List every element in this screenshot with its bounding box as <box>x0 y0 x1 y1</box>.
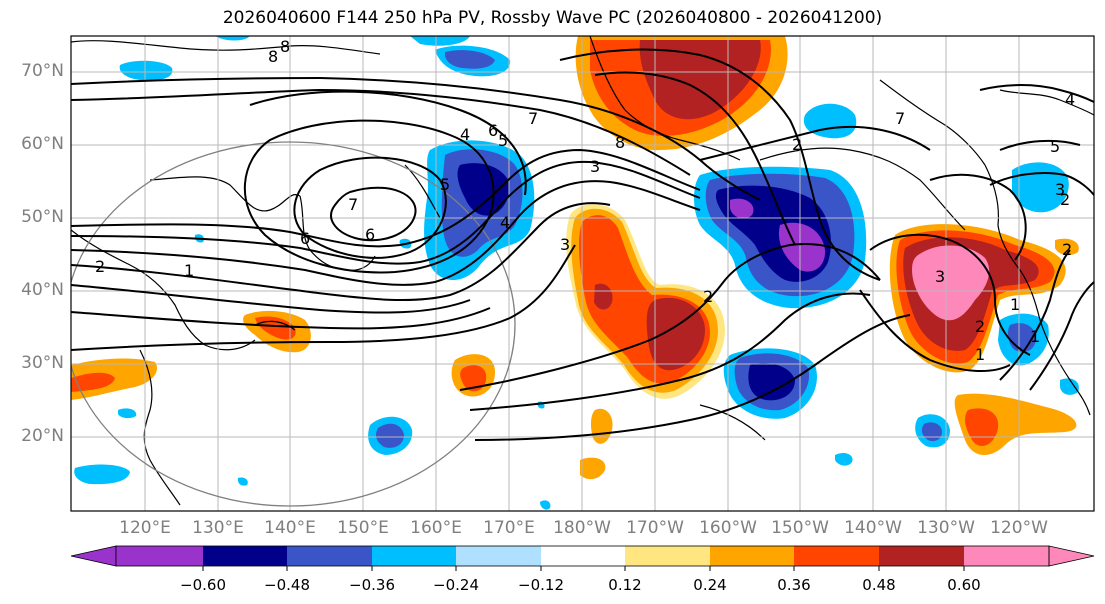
lon-label: 150°E <box>337 518 389 538</box>
colorbar-tick-label: −0.12 <box>518 576 564 594</box>
colorbar <box>70 545 1095 571</box>
contour-label: 5 <box>1050 137 1060 156</box>
lon-label: 120°E <box>119 518 171 538</box>
lat-label: 30°N <box>21 353 64 373</box>
contour-label: 7 <box>528 109 538 128</box>
negative-anomaly-field <box>74 36 1079 510</box>
contour-label: 1 <box>975 345 985 364</box>
contour-label: 5 <box>440 175 450 194</box>
contour-label: 2 <box>95 257 105 276</box>
contour-label: 8 <box>268 47 278 66</box>
lon-label: 130°W <box>917 518 975 538</box>
lat-label: 60°N <box>21 134 64 154</box>
contour-label: 4 <box>500 213 510 232</box>
lon-label: 170°E <box>483 518 535 538</box>
height-contours <box>71 48 1094 441</box>
contour-label: 8 <box>615 133 625 152</box>
contour-labels: 8 8 7 6 5 4 3 2 1 2 2 6 7 6 5 4 3 2 1 7 … <box>95 37 1075 364</box>
contour-label: 7 <box>895 109 905 128</box>
colorbar-tick-label: 0.60 <box>947 576 981 594</box>
colorbar-tick-label: −0.24 <box>433 576 479 594</box>
contour-label: 2 <box>703 287 713 306</box>
colorbar-segment <box>625 546 710 566</box>
contour-label: 6 <box>488 121 498 140</box>
contour-label: 8 <box>280 37 290 56</box>
contour-label: 2 <box>1062 240 1072 259</box>
colorbar-segment <box>794 546 879 566</box>
colorbar-segment <box>541 546 625 566</box>
lon-label: 160°E <box>410 518 462 538</box>
contour-label: 4 <box>460 125 470 144</box>
colorbar-extend-high <box>1048 545 1095 567</box>
contour-label: 4 <box>1065 90 1075 109</box>
contour-label: 3 <box>1055 180 1065 199</box>
lat-label: 20°N <box>21 426 64 446</box>
lon-label: 160°W <box>699 518 757 538</box>
lon-label: 170°W <box>626 518 684 538</box>
colorbar-segment <box>116 546 203 566</box>
colorbar-segment <box>964 546 1049 566</box>
contour-label: 1 <box>1010 295 1020 314</box>
map-title: 2026040600 F144 250 hPa PV, Rossby Wave … <box>222 8 883 28</box>
colorbar-tick-label: 0.48 <box>862 576 896 594</box>
colorbar-segment <box>710 546 794 566</box>
lat-label: 70°N <box>21 61 64 81</box>
contour-label: 6 <box>365 225 375 244</box>
colorbar-segment <box>203 546 287 566</box>
contour-label: 3 <box>560 235 570 254</box>
colorbar-segment <box>372 546 456 566</box>
colorbar-segment <box>287 546 372 566</box>
contour-label: 2 <box>792 135 802 154</box>
lat-label: 50°N <box>21 207 64 227</box>
lon-label: 150°W <box>771 518 829 538</box>
contour-label: 1 <box>1030 327 1040 346</box>
lat-label: 40°N <box>21 280 64 300</box>
colorbar-segment <box>456 546 541 566</box>
colorbar-extend-low <box>70 545 117 567</box>
contour-label: 2 <box>1060 190 1070 209</box>
lon-label: 140°W <box>844 518 902 538</box>
radius-circle <box>71 141 516 507</box>
lon-label: 140°E <box>264 518 316 538</box>
colorbar-tick-label: −0.60 <box>180 576 226 594</box>
contour-label: 7 <box>348 195 358 214</box>
contour-label: 3 <box>590 157 600 176</box>
lon-label: 180°W <box>553 518 611 538</box>
colorbar-tick-label: 0.36 <box>777 576 811 594</box>
colorbar-tick-label: 0.12 <box>608 576 642 594</box>
contour-label: 6 <box>300 229 310 248</box>
gridlines <box>71 36 1094 511</box>
contour-label: 3 <box>935 267 945 286</box>
contour-label: 1 <box>184 261 194 280</box>
contour-label: 5 <box>498 131 508 150</box>
colorbar-tick-label: −0.36 <box>349 576 395 594</box>
colorbar-tick-label: 0.24 <box>693 576 727 594</box>
colorbar-segment <box>879 546 964 566</box>
lon-label: 130°E <box>192 518 244 538</box>
contour-label: 2 <box>975 317 985 336</box>
colorbar-tick-label: −0.48 <box>264 576 310 594</box>
lon-label: 120°W <box>990 518 1048 538</box>
